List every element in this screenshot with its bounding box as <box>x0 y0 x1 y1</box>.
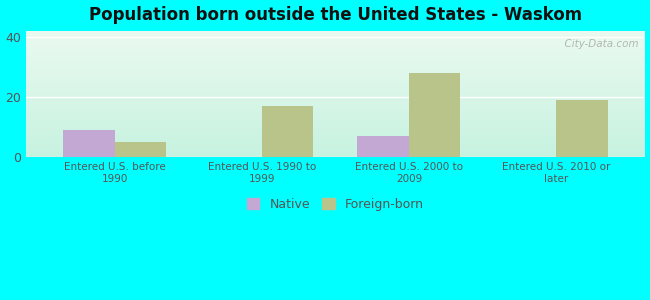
Bar <box>114 142 166 157</box>
Bar <box>358 136 409 157</box>
Legend: Native, Foreign-born: Native, Foreign-born <box>242 193 429 216</box>
Text: City-Data.com: City-Data.com <box>558 40 638 50</box>
Bar <box>262 106 313 157</box>
Bar <box>409 73 460 157</box>
Bar <box>556 100 608 157</box>
Bar <box>63 130 114 157</box>
Title: Population born outside the United States - Waskom: Population born outside the United State… <box>89 6 582 24</box>
